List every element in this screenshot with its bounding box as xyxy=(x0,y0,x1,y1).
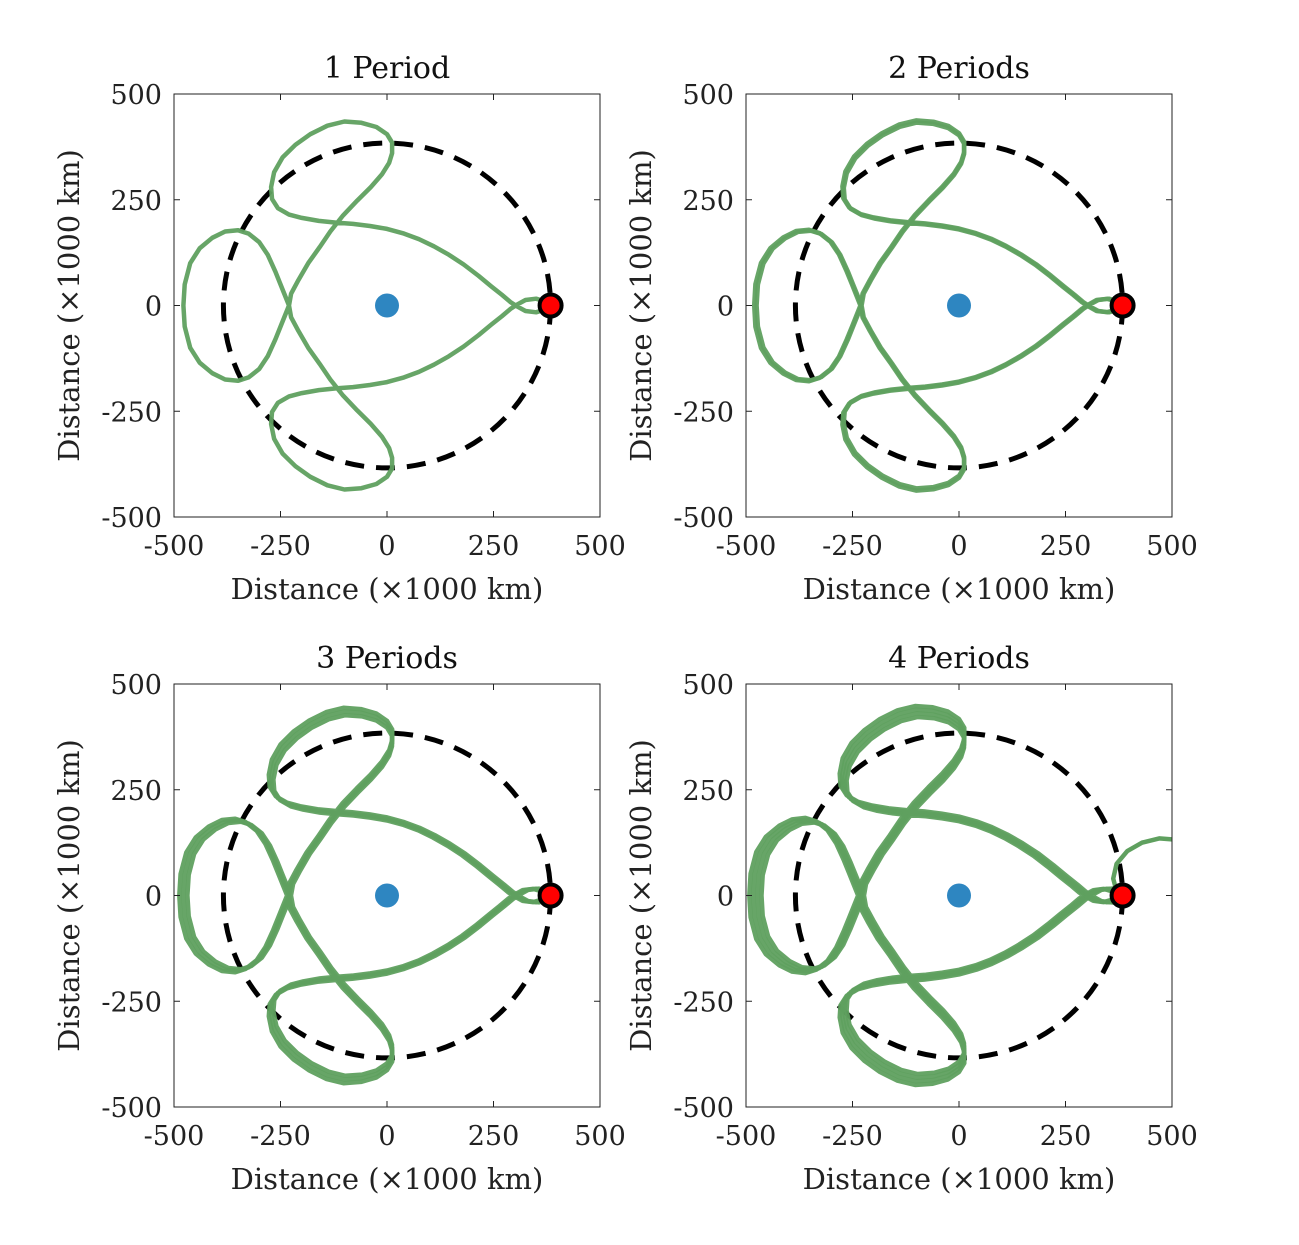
y-axis-label: Distance (×1000 km) xyxy=(624,149,658,462)
x-tick-label: 0 xyxy=(378,1121,395,1152)
subplot-3: -500 -250 0 250 500 -500 -250 0 250 500 3 Periods D… xyxy=(52,641,626,1196)
x-tick-label: -250 xyxy=(822,1121,883,1152)
y-tick-label: 500 xyxy=(682,80,734,111)
trajectory-period-2 xyxy=(181,709,551,1082)
trajectory-period-2 xyxy=(751,118,1124,493)
trajectory-period-2 xyxy=(755,711,1121,1080)
earth-marker xyxy=(375,883,399,908)
subplot-title: 2 Periods xyxy=(888,51,1030,86)
x-tick-label: 250 xyxy=(1040,1121,1092,1152)
y-tick-label: -250 xyxy=(101,397,162,428)
trajectory-period-4 xyxy=(747,703,1128,1088)
earth-marker xyxy=(375,293,399,318)
earth-marker xyxy=(947,293,971,318)
subplot-2: -500 -250 0 250 500 -500 -250 0 250 500 2 Periods D… xyxy=(624,51,1198,606)
x-tick-label: -500 xyxy=(144,531,205,562)
x-tick-label: -500 xyxy=(716,1121,777,1152)
subplot-4: -500 -250 0 250 500 -500 -250 0 250 500 4 Periods D… xyxy=(624,641,1198,1196)
x-tick-label: 250 xyxy=(468,531,520,562)
x-tick-label: 0 xyxy=(378,531,395,562)
x-axis-label: Distance (×1000 km) xyxy=(803,1162,1116,1196)
x-tick-label: -250 xyxy=(822,531,883,562)
x-tick-label: 0 xyxy=(950,1121,967,1152)
x-tick-label: -250 xyxy=(250,531,311,562)
y-tick-label: -500 xyxy=(101,503,162,534)
y-tick-label: 0 xyxy=(145,292,162,323)
x-tick-label: 500 xyxy=(1146,531,1198,562)
plot-area xyxy=(177,705,554,1086)
earth-marker xyxy=(947,883,971,908)
plot-area xyxy=(751,118,1126,493)
y-tick-label: -250 xyxy=(673,987,734,1018)
y-tick-label: 250 xyxy=(682,186,734,217)
x-tick-label: -250 xyxy=(250,1121,311,1152)
trajectory-period-3 xyxy=(751,707,1125,1084)
subplot-title: 3 Periods xyxy=(316,641,458,676)
subplot-title: 4 Periods xyxy=(888,641,1030,676)
y-axis-label: Distance (×1000 km) xyxy=(624,739,658,1052)
x-tick-label: 250 xyxy=(1040,531,1092,562)
moon-marker xyxy=(537,882,564,909)
y-tick-label: 250 xyxy=(110,186,162,217)
y-tick-label: 250 xyxy=(110,776,162,807)
x-tick-label: 500 xyxy=(574,1121,626,1152)
x-axis-label: Distance (×1000 km) xyxy=(231,1162,544,1196)
x-tick-label: 0 xyxy=(950,531,967,562)
y-tick-label: -500 xyxy=(101,1093,162,1124)
moon-marker xyxy=(1109,882,1136,909)
y-tick-label: 250 xyxy=(682,776,734,807)
y-tick-label: -250 xyxy=(101,987,162,1018)
trajectory-period-3 xyxy=(177,705,554,1086)
x-tick-label: -500 xyxy=(144,1121,205,1152)
x-tick-label: 500 xyxy=(1146,1121,1198,1152)
x-tick-label: -500 xyxy=(716,531,777,562)
y-tick-label: 500 xyxy=(110,80,162,111)
y-tick-label: -500 xyxy=(673,503,734,534)
x-tick-label: 500 xyxy=(574,531,626,562)
trajectory-escape xyxy=(1110,836,1172,894)
y-tick-label: 0 xyxy=(145,882,162,913)
y-axis-label: Distance (×1000 km) xyxy=(52,149,86,462)
moon-marker xyxy=(537,292,564,319)
plot-area xyxy=(181,119,554,492)
trajectory-period-1 xyxy=(754,120,1122,491)
y-tick-label: 0 xyxy=(717,882,734,913)
subplot-title: 1 Period xyxy=(324,51,450,86)
y-tick-label: -500 xyxy=(673,1093,734,1124)
y-tick-label: 0 xyxy=(717,292,734,323)
subplot-1: -500 -250 0 250 500 -500 -250 0 250 500 1 Period Di… xyxy=(52,51,626,606)
moon-marker xyxy=(1109,292,1136,319)
y-tick-label: 500 xyxy=(110,670,162,701)
trajectory-period-1 xyxy=(181,119,551,492)
y-tick-label: -250 xyxy=(673,397,734,428)
y-axis-label: Distance (×1000 km) xyxy=(52,739,86,1052)
x-axis-label: Distance (×1000 km) xyxy=(803,572,1116,606)
y-tick-label: 500 xyxy=(682,670,734,701)
x-tick-label: 250 xyxy=(468,1121,520,1152)
x-axis-label: Distance (×1000 km) xyxy=(231,572,544,606)
